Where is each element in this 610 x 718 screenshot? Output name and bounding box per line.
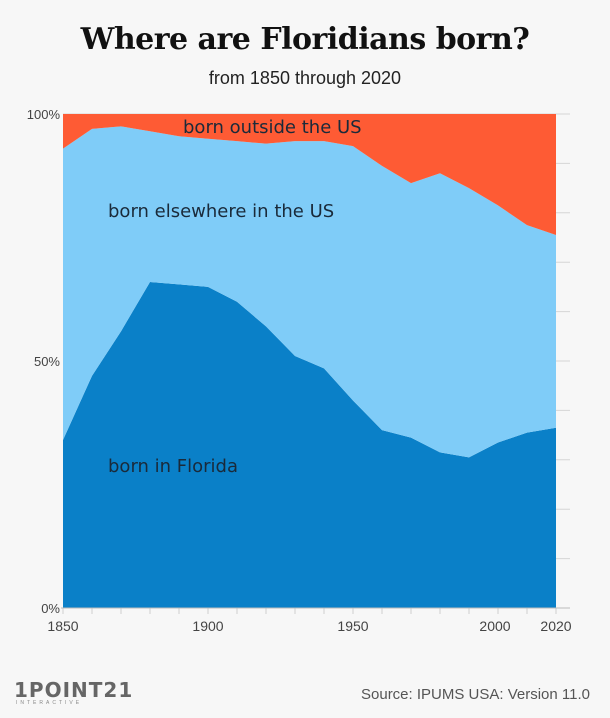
x-tick-label: 2000 <box>479 618 510 634</box>
x-tick-label: 1950 <box>337 618 368 634</box>
y-tick-label: 0% <box>41 601 60 616</box>
y-tick-label: 50% <box>34 354 60 369</box>
series-label-born-in-florida: born in Florida <box>108 456 238 477</box>
area-born-in-florida <box>63 281 556 608</box>
series-label-born-outside-us: born outside the US <box>183 117 362 138</box>
x-tick-label: 2020 <box>540 618 571 634</box>
brand-logo: 1POINT21 <box>14 678 134 702</box>
source-note: Source: IPUMS USA: Version 11.0 <box>361 686 590 703</box>
y-tick-label: 100% <box>27 107 61 122</box>
chart-title: Where are Floridians born? <box>80 22 530 57</box>
area-born-elsewhere-in-us <box>63 126 556 458</box>
series-label-born-elsewhere-in-us: born elsewhere in the US <box>108 201 334 222</box>
brand-logo-sub: INTERACTIVE <box>16 700 83 706</box>
x-tick-label: 1900 <box>192 618 223 634</box>
chart-subtitle: from 1850 through 2020 <box>208 68 402 88</box>
x-tick-label: 1850 <box>47 618 78 634</box>
area-born-outside-us <box>63 114 556 236</box>
